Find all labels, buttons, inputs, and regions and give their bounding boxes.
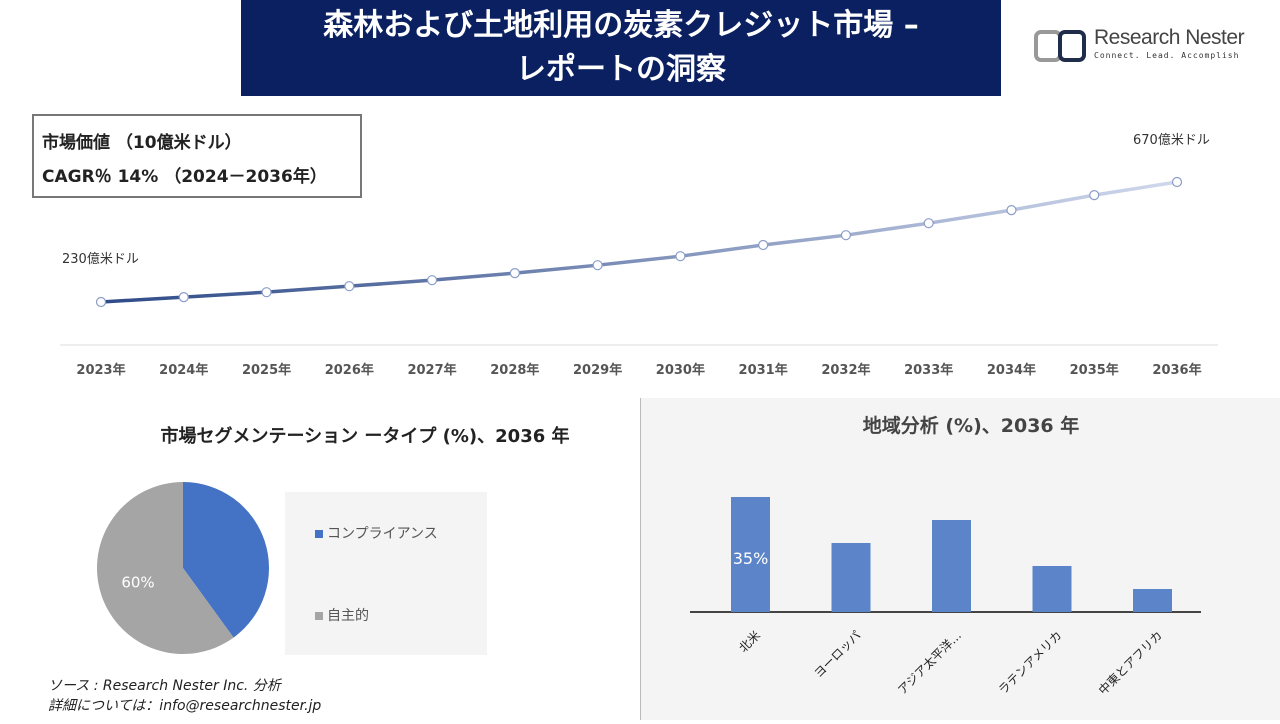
legend-label: コンプライアンス: [327, 526, 438, 542]
legend-swatch: [315, 612, 323, 620]
bar-data-label: 35%: [733, 549, 769, 568]
segment-pie-chart: 60%: [96, 482, 269, 654]
title-line-2: レポートの洞察: [516, 52, 726, 87]
bar: [932, 520, 971, 612]
x-tick-label: 2035年: [1070, 362, 1119, 378]
x-tick-label: 2023年: [76, 362, 125, 378]
data-point: [758, 239, 769, 251]
market-line-chart: 230億米ドル 670億米ドル 2023年 2024年 2025年 2026年 2027…: [60, 132, 1218, 378]
data-point: [344, 281, 355, 292]
cagr-label: CAGR％ 14% （2024－2036年）: [42, 167, 327, 187]
x-tick-label: 2025年: [242, 362, 291, 378]
title-line-1: 森林および土地利用の炭素クレジット市場 –: [323, 8, 919, 43]
x-tick-label: 2034年: [987, 362, 1036, 378]
series-line: [100, 180, 1178, 304]
logo-mark-icon: [1034, 30, 1086, 62]
x-tick-label: 2030年: [656, 362, 705, 378]
data-point: [840, 230, 852, 241]
data-point: [426, 275, 438, 286]
contact-line: 詳細については：info@researchnester.jp: [48, 698, 322, 714]
regional-panel: 地域分析 (%)、2036 年 35% 北米 ヨーロッパ アジア太平洋… ラテンアメリカ…: [640, 398, 1280, 720]
data-point: [592, 260, 603, 271]
x-tick-label: 2029年: [573, 362, 622, 378]
pie-slice: [183, 482, 269, 638]
start-annotation: 230億米ドル: [62, 251, 139, 267]
data-point: [1171, 176, 1183, 188]
source-note: ソース : Research Nester Inc. 分析 詳細については：in…: [48, 676, 321, 716]
slice-label: 60%: [121, 574, 154, 592]
legend-item-voluntary: 自主的: [315, 605, 369, 625]
bar: [1133, 589, 1172, 612]
bar: [731, 497, 770, 612]
legend-swatch: [315, 530, 323, 538]
data-point: [1089, 189, 1100, 201]
research-nester-logo: Research Nester Connect. Lead. Accomplis…: [1034, 26, 1254, 66]
x-tick-label: 2024年: [159, 362, 208, 378]
data-point: [261, 287, 272, 298]
data-point: [923, 218, 934, 229]
bar: [1032, 566, 1072, 612]
kpi-box: 市場価値 （10億米ドル） CAGR％ 14% （2024－2036年）: [32, 114, 362, 198]
pie-slice: [96, 482, 234, 654]
x-tick-label: 2031年: [739, 362, 788, 378]
x-tick-label: 2027年: [407, 362, 456, 378]
x-category-label: アジア太平洋…: [894, 628, 964, 698]
bar: [831, 543, 871, 612]
end-annotation: 670億米ドル: [1133, 132, 1210, 148]
x-category-label: 北米: [736, 628, 763, 655]
regional-bar-chart: 地域分析 (%)、2036 年 35% 北米 ヨーロッパ アジア太平洋… ラテンアメリカ…: [690, 414, 1201, 698]
segment-chart-title: 市場セグメンテーション ータイプ (%)、2036 年: [160, 426, 570, 447]
legend-item-compliance: コンプライアンス: [315, 523, 438, 543]
regional-chart-title: 地域分析 (%)、2036 年: [863, 414, 1080, 437]
x-tick-label: 2033年: [904, 362, 953, 378]
report-title: 森林および土地利用の炭素クレジット市場 – レポートの洞察: [241, 0, 1001, 96]
logo-name: Research Nester: [1094, 26, 1245, 49]
logo-tagline: Connect. Lead. Accomplish: [1094, 51, 1240, 60]
legend-label: 自主的: [327, 608, 369, 624]
data-point: [95, 296, 107, 308]
data-point: [509, 267, 520, 279]
x-tick-label: 2032年: [821, 362, 870, 378]
data-point: [1006, 204, 1017, 216]
x-tick-label: 2036年: [1152, 362, 1201, 378]
x-category-label: 中東とアフリカ: [1095, 628, 1165, 698]
x-tick-label: 2028年: [490, 362, 539, 378]
x-category-label: ラテンアメリカ: [996, 628, 1065, 697]
x-category-label: ヨーロッパ: [811, 628, 863, 680]
market-value-label: 市場価値 （10億米ドル）: [42, 133, 242, 153]
x-tick-label: 2026年: [325, 362, 374, 378]
source-line: ソース : Research Nester Inc. 分析: [48, 678, 281, 694]
data-point: [178, 291, 189, 303]
pie-legend: コンプライアンス 自主的: [285, 492, 487, 655]
data-point: [675, 251, 686, 262]
